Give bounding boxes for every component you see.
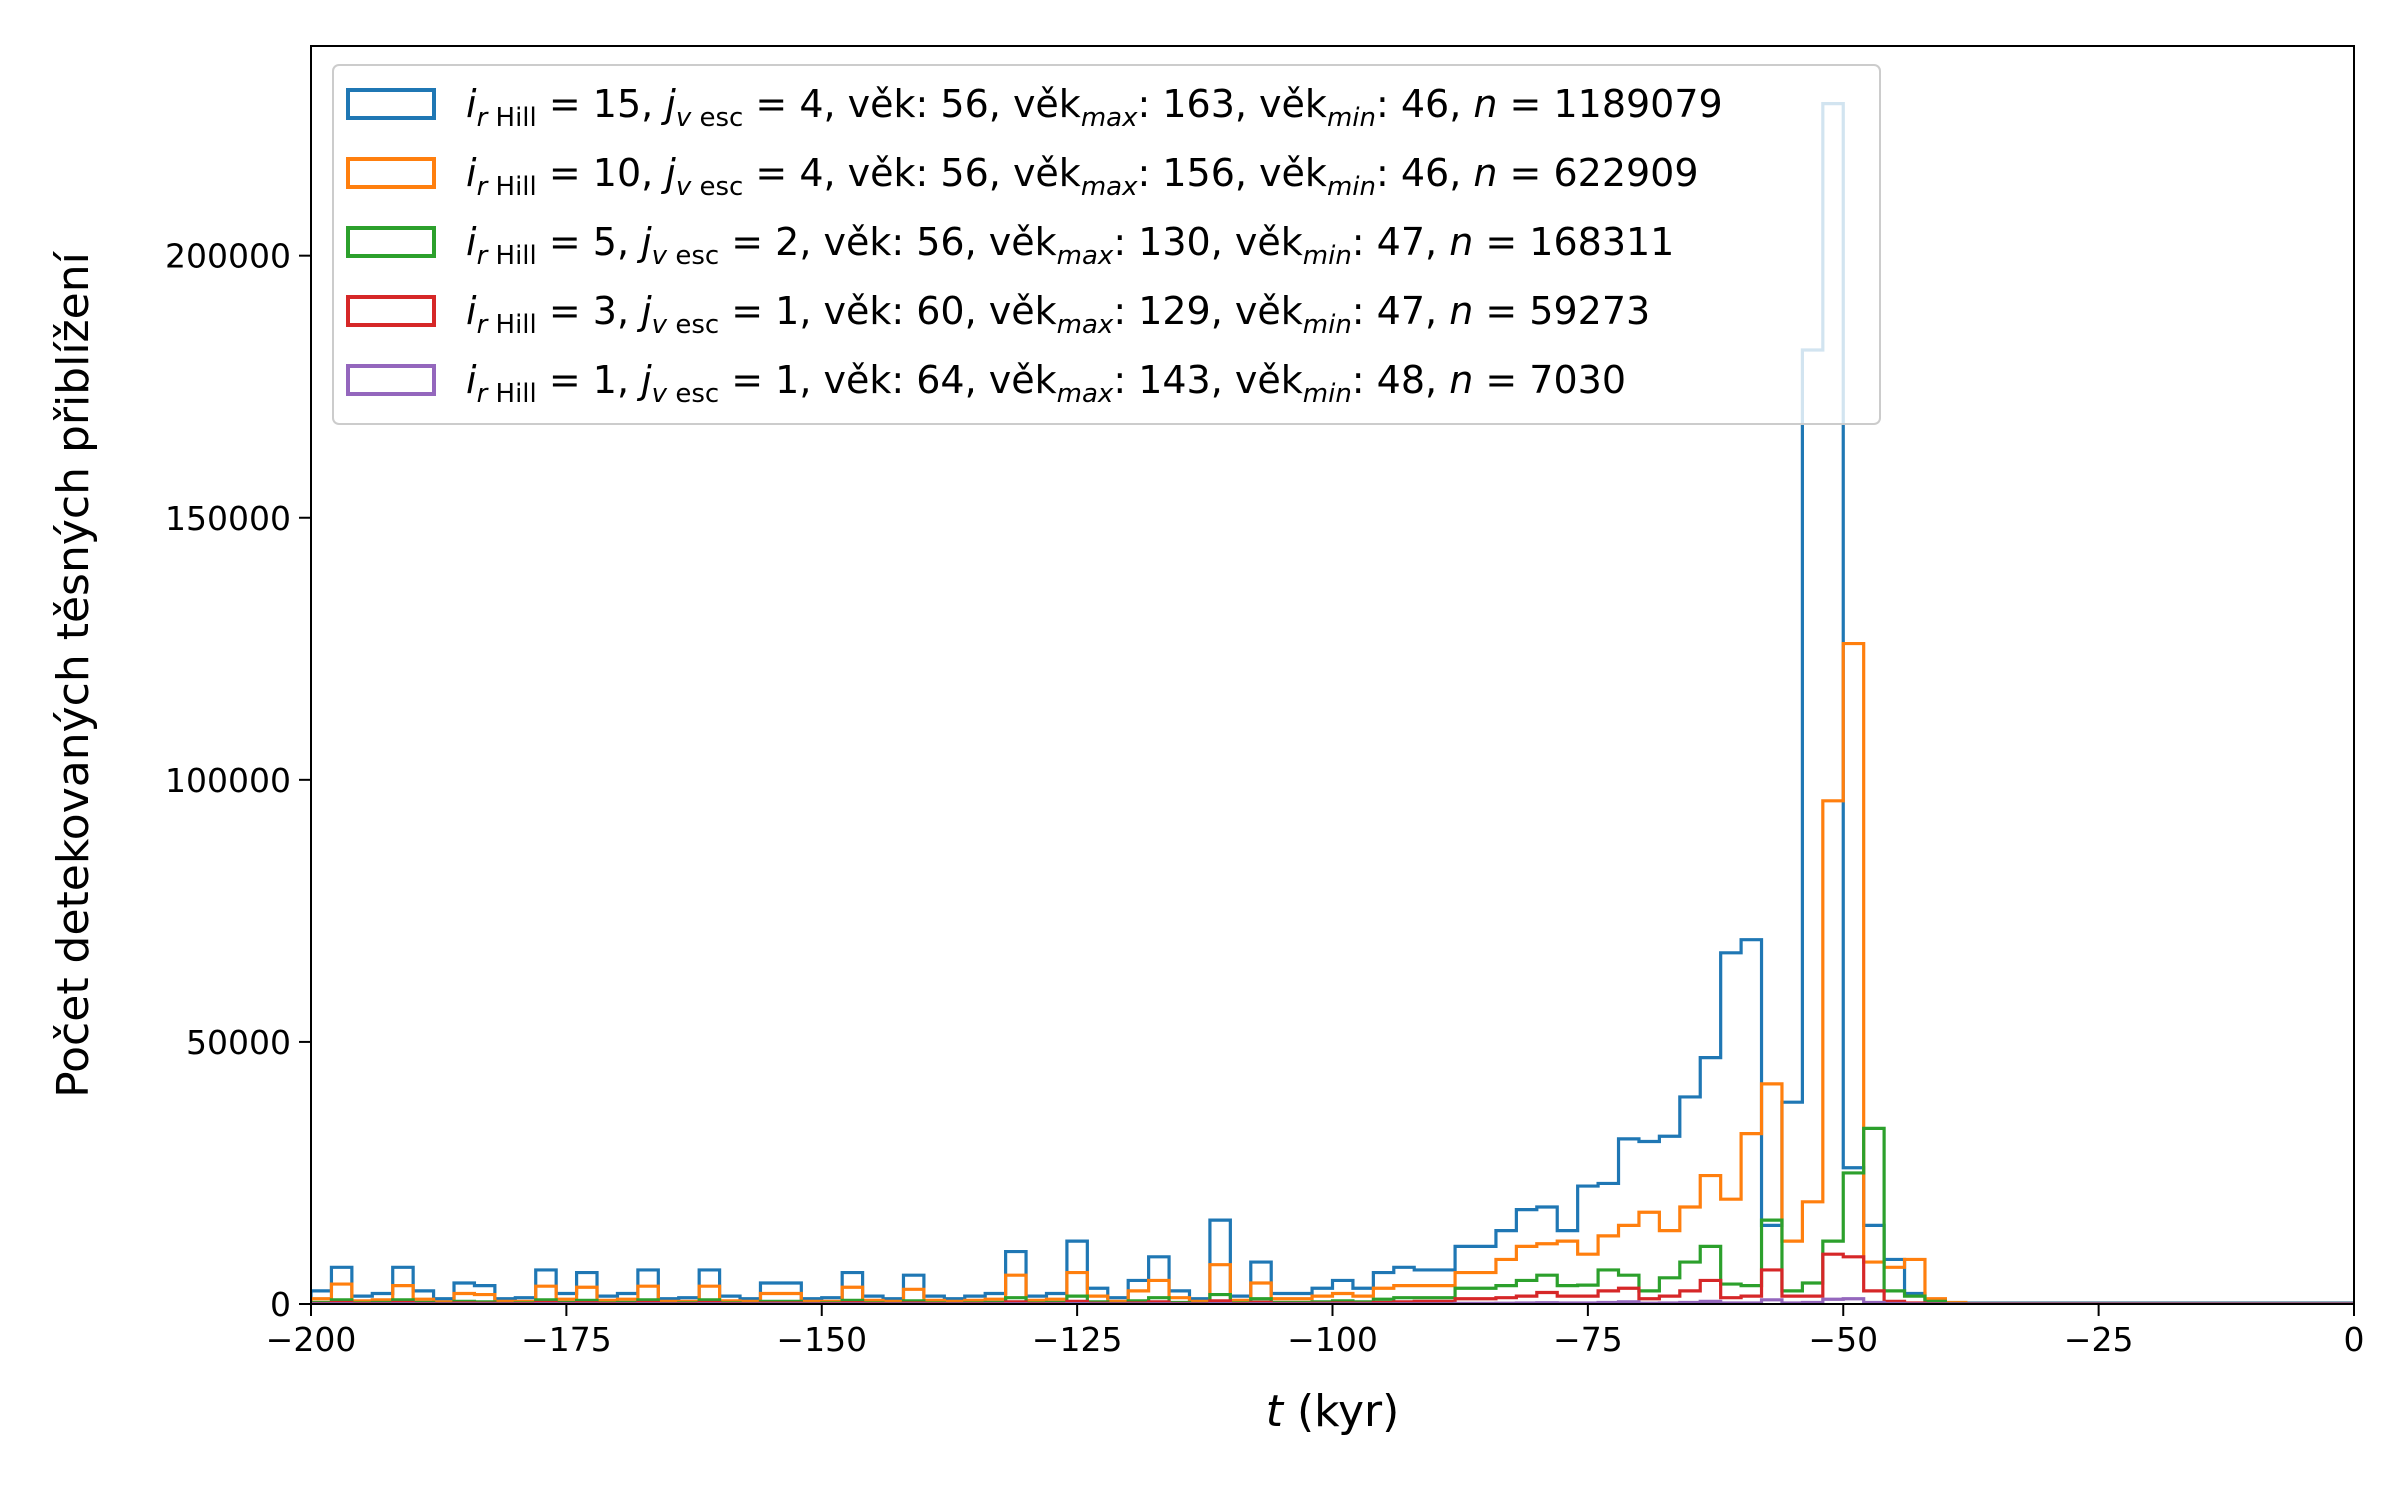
y-tick-label: 0 — [270, 1285, 291, 1324]
x-tick-label: −200 — [266, 1320, 357, 1359]
legend-swatch — [346, 88, 436, 120]
x-axis-title: t (kyr) — [1266, 1386, 1400, 1437]
legend-entry: ir Hill = 10, jv esc = 4, věk: 56, věkma… — [466, 151, 1699, 202]
ticks-group: −200 −175 −150 −125 −100 −75 −50 −25 0 0 50000 1000… — [165, 237, 2364, 1359]
legend-entry: ir Hill = 3, jv esc = 1, věk: 60, věkmax… — [466, 289, 1650, 340]
x-axis-title-unit: (kyr) — [1283, 1386, 1399, 1437]
legend: ir Hill = 15, jv esc = 4, věk: 56, věkma… — [332, 64, 1881, 425]
x-axis-title-var: t — [1266, 1386, 1285, 1437]
histogram-series-2 — [311, 641, 2354, 1304]
y-tick-label: 100000 — [165, 761, 291, 800]
legend-swatch — [346, 157, 436, 189]
x-tick-label: −175 — [521, 1320, 612, 1359]
x-tick-label: −125 — [1032, 1320, 1123, 1359]
y-tick-label: 50000 — [186, 1023, 291, 1062]
y-axis-title: Počet detekovaných těsných přiblížení — [48, 250, 99, 1097]
x-tick-label: −100 — [1287, 1320, 1378, 1359]
x-tick-label: −150 — [776, 1320, 867, 1359]
x-tick-label: −50 — [1808, 1320, 1878, 1359]
legend-entry: ir Hill = 1, jv esc = 1, věk: 64, věkmax… — [466, 358, 1626, 409]
x-tick-label: −75 — [1553, 1320, 1623, 1359]
legend-swatch — [346, 226, 436, 258]
legend-box — [332, 64, 1881, 425]
legend-swatch — [346, 295, 436, 327]
x-tick-label: −25 — [2064, 1320, 2134, 1359]
legend-swatch — [346, 364, 436, 396]
y-tick-label: 150000 — [165, 499, 291, 538]
x-tick-label: 0 — [2344, 1320, 2365, 1359]
legend-entry: ir Hill = 5, jv esc = 2, věk: 56, věkmax… — [466, 220, 1674, 271]
axes-frame — [310, 45, 2355, 1305]
legend-entry: ir Hill = 15, jv esc = 4, věk: 56, věkma… — [466, 82, 1723, 133]
y-tick-label: 200000 — [165, 237, 291, 276]
